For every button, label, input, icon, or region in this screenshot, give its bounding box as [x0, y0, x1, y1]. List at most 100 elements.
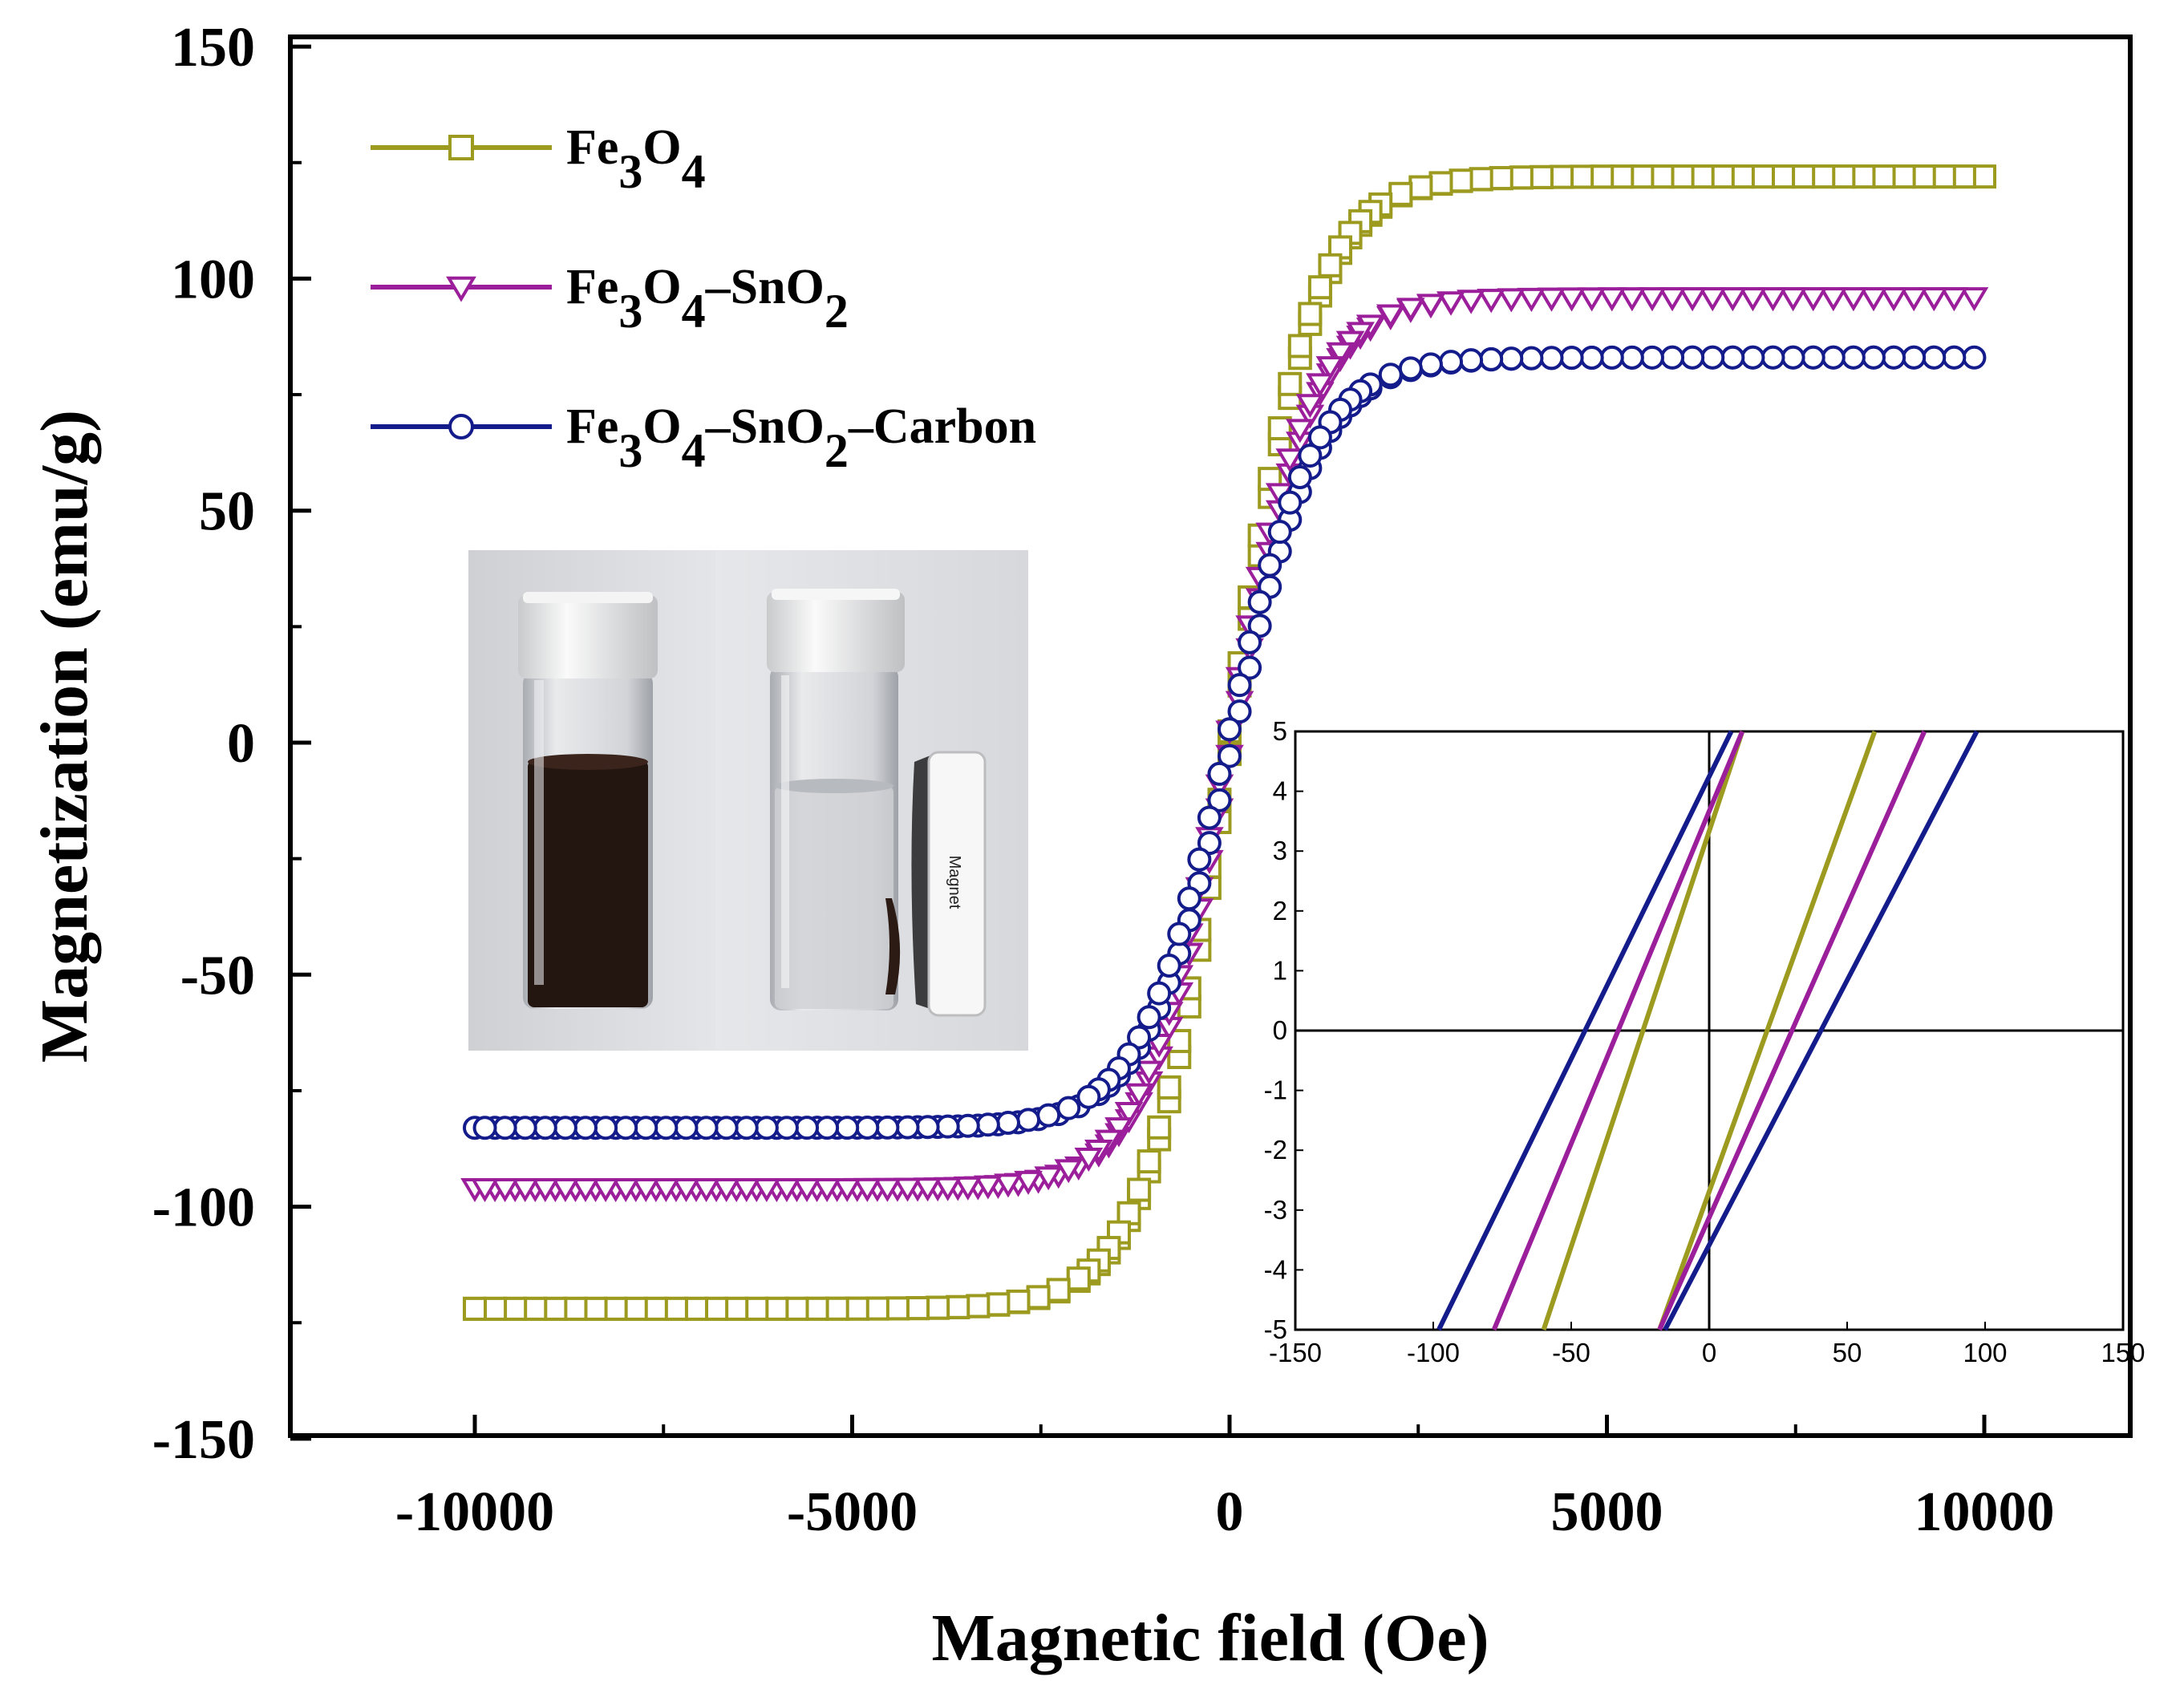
- data-point: [1811, 164, 1836, 189]
- data-point: [875, 1115, 900, 1140]
- data-point: [1781, 345, 1805, 370]
- data-point: [1227, 673, 1252, 698]
- data-point: [1428, 171, 1453, 196]
- data-point: [472, 1116, 497, 1140]
- data-point: [1818, 287, 1848, 312]
- x-tick-label: -10000: [395, 1481, 554, 1543]
- data-point: [1529, 164, 1554, 189]
- data-point: [1207, 788, 1232, 812]
- data-point: [1418, 352, 1443, 377]
- data-point: [1197, 805, 1222, 830]
- data-point: [591, 1178, 620, 1203]
- data-point: [734, 1116, 759, 1140]
- data-point: [1891, 164, 1916, 189]
- data-point: [835, 1116, 860, 1140]
- data-point: [1459, 348, 1484, 373]
- data-point: [935, 1114, 960, 1139]
- inset-x-tick-label: 50: [1833, 1338, 1862, 1367]
- data-point: [523, 1296, 548, 1321]
- data-point: [1899, 287, 1928, 312]
- data-point: [795, 1116, 820, 1140]
- data-point: [865, 1296, 889, 1321]
- magnet-label: Magnet: [946, 856, 963, 909]
- data-point: [651, 1178, 681, 1203]
- data-point: [543, 1296, 568, 1321]
- data-point: [853, 1177, 882, 1202]
- data-point: [1962, 345, 1987, 370]
- data-point: [623, 1296, 648, 1321]
- data-point: [873, 1177, 902, 1202]
- inset-x-tick-label: -150: [1269, 1338, 1322, 1367]
- legend-entry-1: Fe3O4: [371, 120, 706, 198]
- data-point: [531, 1178, 560, 1203]
- data-point: [583, 1296, 608, 1321]
- data-point: [1630, 164, 1655, 189]
- data-point: [603, 1296, 628, 1321]
- data-point: [1378, 363, 1403, 387]
- data-point: [1698, 287, 1728, 312]
- data-point: [563, 1296, 588, 1321]
- data-point: [1449, 168, 1473, 193]
- data-point: [1114, 1102, 1144, 1127]
- inset-branch-line: [1663, 730, 1979, 1331]
- data-point: [553, 1116, 577, 1140]
- data-point: [1639, 345, 1664, 370]
- data-point: [1104, 1117, 1133, 1142]
- inset-y-tick-label: 2: [1273, 896, 1287, 926]
- data-point: [1315, 356, 1345, 381]
- vial-photo-inset: Magnet: [468, 550, 1028, 1051]
- data-point: [1761, 345, 1785, 370]
- data-point: [1801, 345, 1825, 370]
- vial-dispersed: [518, 592, 658, 1009]
- data-point: [1791, 164, 1816, 189]
- data-point: [1238, 655, 1262, 680]
- inset-y-tick-label: -2: [1264, 1135, 1287, 1165]
- data-point: [1137, 1005, 1161, 1030]
- data-point: [1831, 164, 1856, 189]
- data-point: [1537, 287, 1566, 312]
- data-point: [1519, 346, 1544, 371]
- legend-label: Fe3O4–SnO2–Carbon: [566, 399, 1036, 477]
- data-point: [926, 1295, 950, 1320]
- data-point: [513, 1116, 537, 1140]
- data-point: [1026, 1285, 1051, 1310]
- data-point: [986, 1292, 1011, 1317]
- inset-branch-line: [1657, 730, 1927, 1331]
- data-point: [812, 1177, 841, 1202]
- data-point: [1275, 448, 1305, 473]
- data-point: [1939, 287, 1969, 312]
- data-point: [1851, 164, 1876, 189]
- data-point: [1267, 415, 1292, 440]
- data-point: [1597, 287, 1627, 312]
- legend-label: Fe3O4–SnO2: [566, 260, 849, 338]
- data-point: [1839, 287, 1868, 312]
- data-point: [1798, 287, 1828, 312]
- data-point: [1579, 345, 1604, 370]
- data-point: [1610, 164, 1635, 189]
- data-point: [1147, 981, 1172, 1006]
- data-point: [1599, 345, 1624, 370]
- data-point: [1821, 345, 1846, 370]
- data-point: [1036, 1103, 1061, 1128]
- x-tick-label: 5000: [1551, 1481, 1663, 1543]
- inset-x-tick-label: 150: [2101, 1338, 2145, 1367]
- inset-y-tick-label: 3: [1273, 836, 1287, 865]
- data-point: [953, 1176, 983, 1201]
- data-point: [1959, 287, 1989, 312]
- data-point: [1207, 761, 1232, 786]
- data-point: [691, 1178, 721, 1203]
- data-point: [1841, 345, 1866, 370]
- inset-y-tick-label: 5: [1273, 716, 1287, 746]
- main-plot-frame: [288, 34, 2133, 1438]
- data-point: [1650, 164, 1675, 189]
- data-point: [955, 1113, 980, 1138]
- data-point: [772, 1178, 801, 1202]
- data-point: [1076, 1084, 1101, 1109]
- data-point: [663, 1296, 688, 1321]
- data-point: [1882, 345, 1906, 370]
- y-axis-title: Magnetization (emu/g): [27, 410, 102, 1063]
- data-point: [1861, 345, 1886, 370]
- data-point: [1638, 287, 1667, 312]
- data-point: [1436, 291, 1465, 316]
- inset-y-tick-label: -5: [1264, 1314, 1287, 1344]
